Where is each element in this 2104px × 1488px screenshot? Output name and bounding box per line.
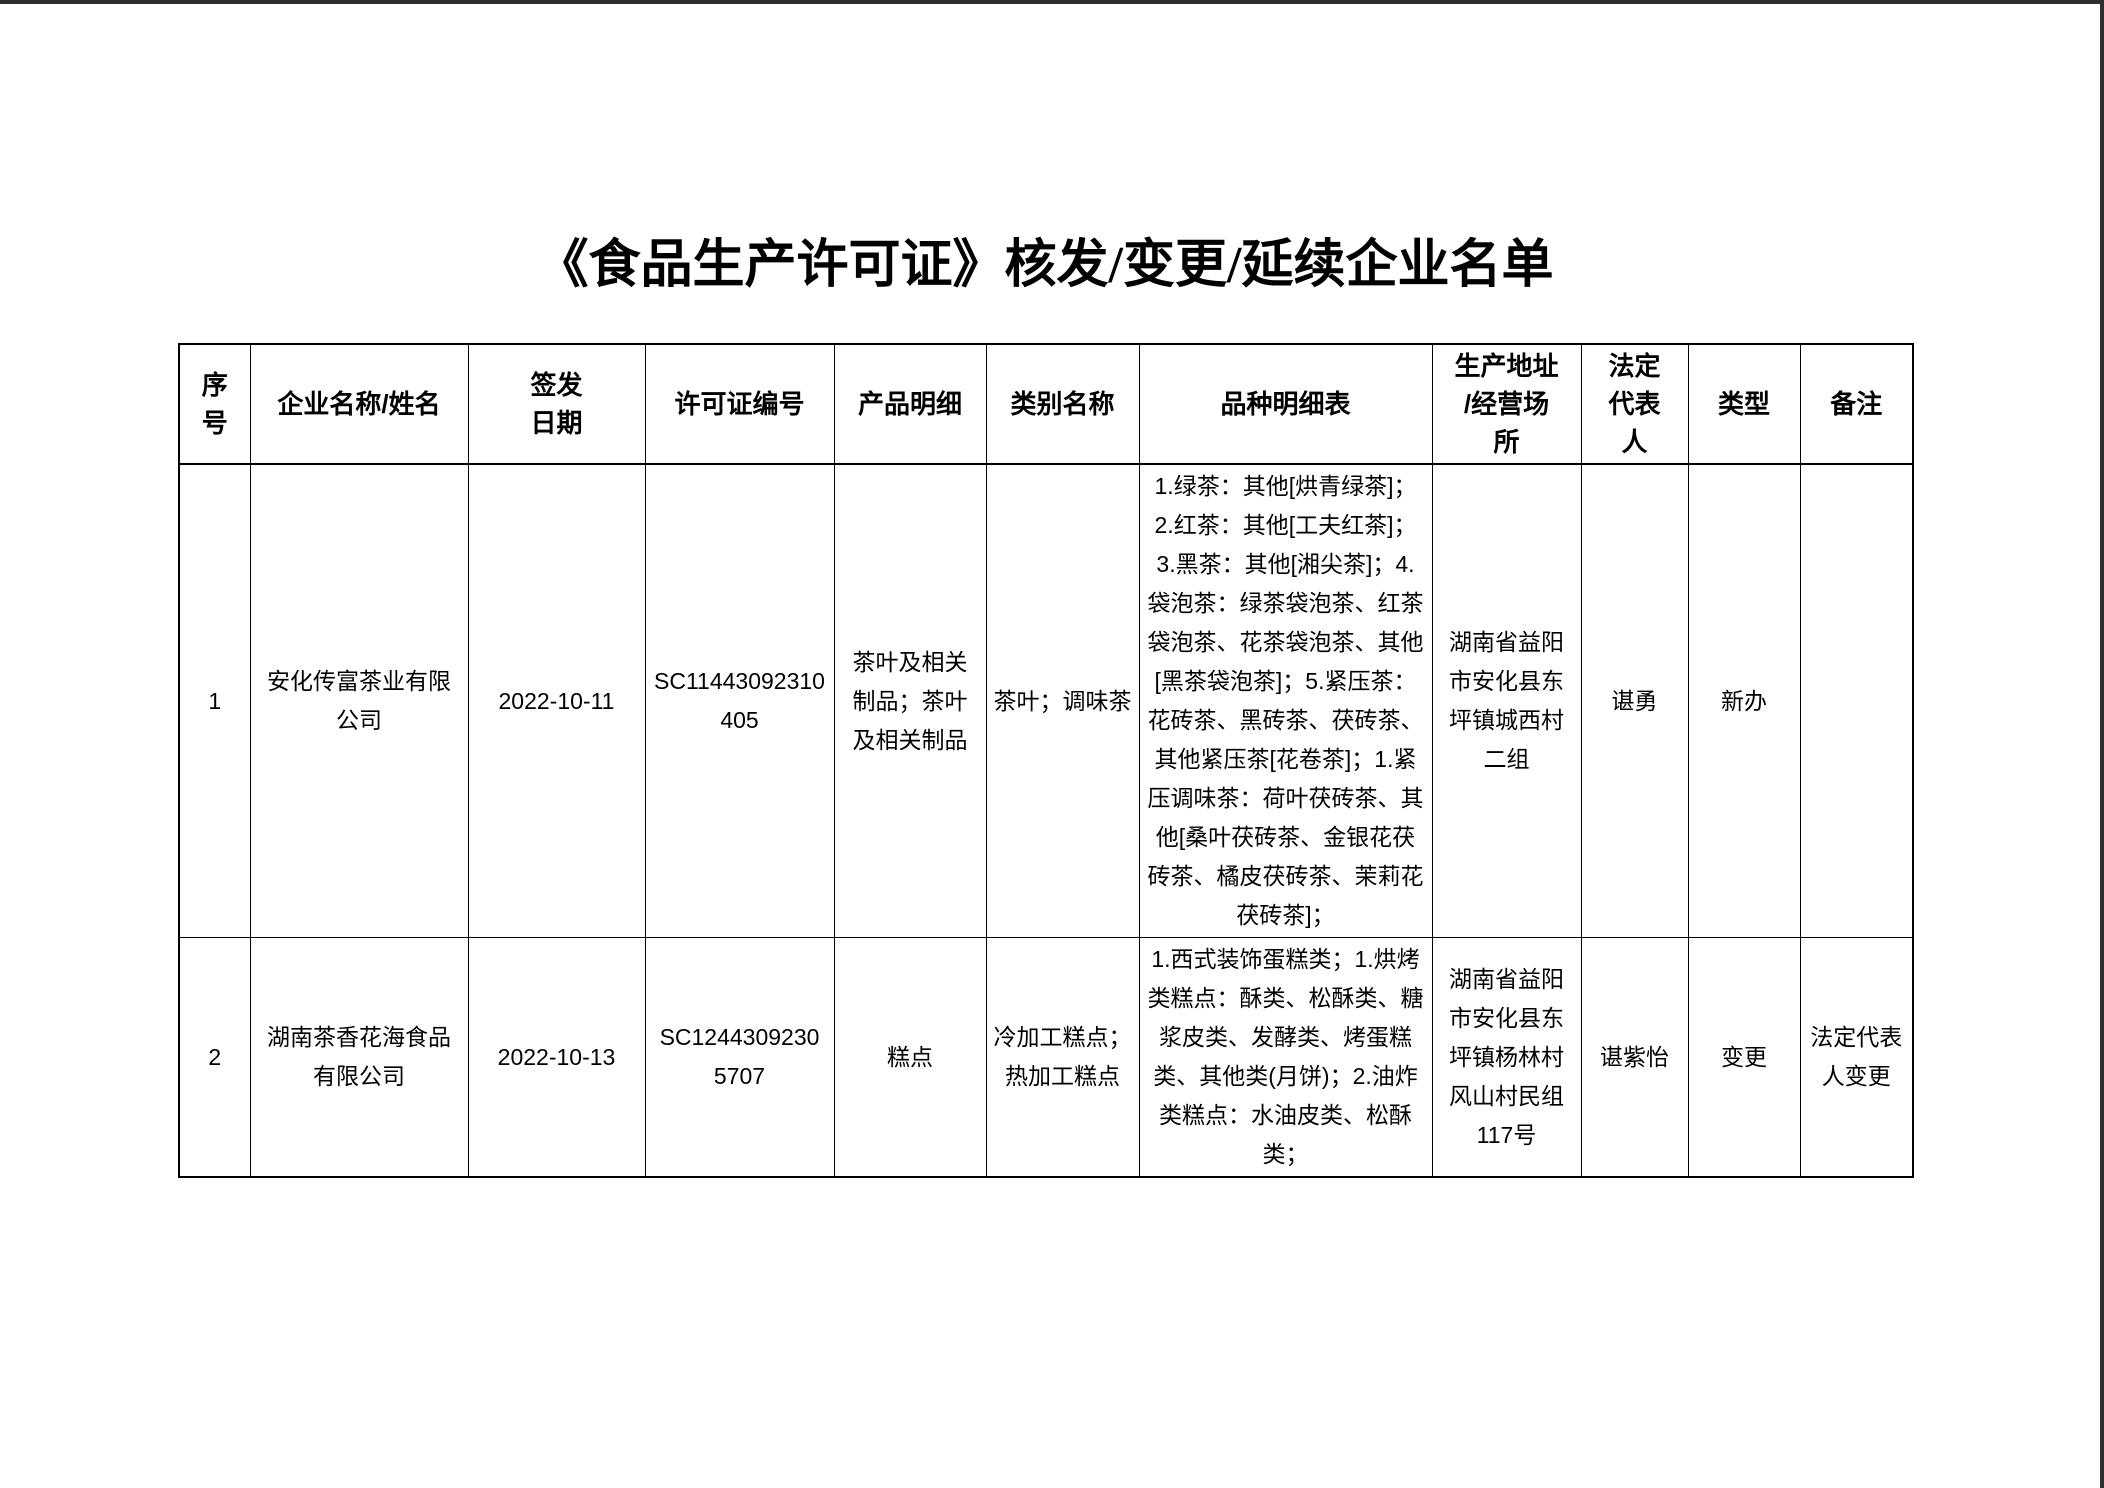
cell-license-no: SC12443092305707 <box>644 937 835 1178</box>
cell-issue-date: 2022-10-13 <box>467 937 646 1178</box>
cell-seq: 2 <box>178 937 251 1178</box>
page-title: 《食品生产许可证》核发/变更/延续企业名单 <box>536 237 1554 294</box>
col-header-product-detail: 产品明细 <box>833 343 987 465</box>
license-table: 序 号 企业名称/姓名 签发 日期 许可证编号 产品明细 类别名称 品种明细表 … <box>178 343 1914 1178</box>
col-header-address: 生产地址 /经营场 所 <box>1431 343 1582 465</box>
cell-product-detail: 糕点 <box>833 937 987 1178</box>
cell-address: 湖南省益阳市安化县东坪镇城西村二组 <box>1431 463 1582 938</box>
cell-variety-detail: 1.西式装饰蛋糕类；1.烘烤类糕点：酥类、松酥类、糖浆皮类、发酵类、烤蛋糕类、其… <box>1138 937 1433 1178</box>
page-right-edge <box>2100 0 2104 1488</box>
col-header-remark: 备注 <box>1799 343 1914 465</box>
cell-remark: 法定代表人变更 <box>1799 937 1914 1178</box>
cell-category: 冷加工糕点；热加工糕点 <box>985 937 1140 1178</box>
page-top-edge <box>0 0 2104 4</box>
cell-address: 湖南省益阳市安化县东坪镇杨林村风山村民组117号 <box>1431 937 1582 1178</box>
col-header-company: 企业名称/姓名 <box>249 343 469 465</box>
col-header-type: 类型 <box>1687 343 1801 465</box>
cell-company: 湖南茶香花海食品有限公司 <box>249 937 469 1178</box>
col-header-variety-detail: 品种明细表 <box>1138 343 1433 465</box>
table-row: 2 湖南茶香花海食品有限公司 2022-10-13 SC124430923057… <box>178 937 1914 1178</box>
cell-license-no: SC11443092310405 <box>644 463 835 938</box>
cell-product-detail: 茶叶及相关制品；茶叶及相关制品 <box>833 463 987 938</box>
cell-legal-rep: 谌紫怡 <box>1580 937 1689 1178</box>
col-header-category: 类别名称 <box>985 343 1140 465</box>
header-row: 序 号 企业名称/姓名 签发 日期 许可证编号 产品明细 类别名称 品种明细表 … <box>178 343 1914 465</box>
cell-category: 茶叶；调味茶 <box>985 463 1140 938</box>
cell-legal-rep: 谌勇 <box>1580 463 1689 938</box>
cell-company: 安化传富茶业有限公司 <box>249 463 469 938</box>
cell-type: 变更 <box>1687 937 1801 1178</box>
table-row: 1 安化传富茶业有限公司 2022-10-11 SC11443092310405… <box>178 463 1914 938</box>
cell-seq: 1 <box>178 463 251 938</box>
cell-type: 新办 <box>1687 463 1801 938</box>
cell-issue-date: 2022-10-11 <box>467 463 646 938</box>
cell-remark <box>1799 463 1914 938</box>
col-header-legal-rep: 法定 代表 人 <box>1580 343 1689 465</box>
col-header-license-no: 许可证编号 <box>644 343 835 465</box>
col-header-seq: 序 号 <box>178 343 251 465</box>
col-header-issue-date: 签发 日期 <box>467 343 646 465</box>
cell-variety-detail: 1.绿茶：其他[烘青绿茶]；2.红茶：其他[工夫红茶]；3.黑茶：其他[湘尖茶]… <box>1138 463 1433 938</box>
